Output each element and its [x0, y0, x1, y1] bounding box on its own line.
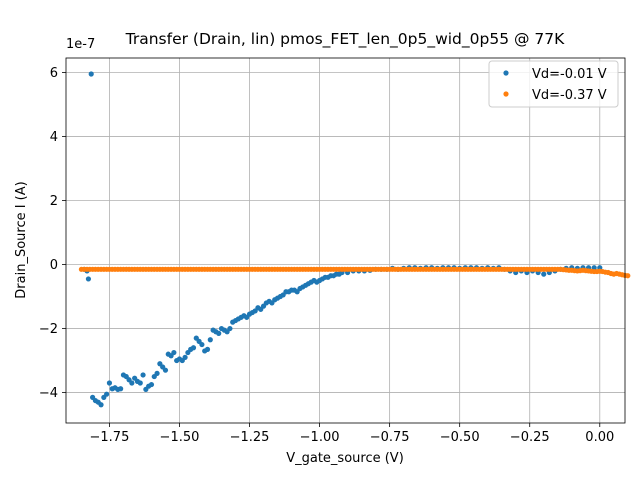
y-tick-label: 6: [50, 66, 58, 81]
y-tick-label: 4: [50, 130, 58, 145]
data-point: [541, 271, 547, 277]
data-point: [85, 276, 92, 282]
axes-frame: [65, 57, 626, 424]
x-tick-label: −0.25: [510, 430, 550, 445]
x-tick-label: −1.25: [230, 430, 270, 445]
x-tick-label: −1.75: [90, 430, 130, 445]
y-axis-offset-label: 1e-7: [66, 37, 95, 52]
data-point: [106, 380, 113, 386]
series-layer: [78, 71, 631, 408]
data-point: [137, 380, 143, 386]
data-point: [98, 402, 104, 408]
series-2-points: [78, 266, 631, 279]
y-tick-label: 2: [50, 194, 58, 209]
x-axis-title: V_gate_source (V): [286, 451, 404, 466]
x-tick-label: 0.00: [585, 430, 614, 445]
x-tick-label: −0.50: [440, 430, 480, 445]
data-point: [216, 330, 222, 336]
x-axis-ticks: −1.75 −1.50 −1.25 −1.00 −0.75 −0.50 −0.25 0.00: [90, 423, 614, 445]
data-point: [129, 380, 135, 386]
data-point: [207, 337, 213, 343]
data-point: [162, 367, 169, 373]
data-point: [199, 341, 205, 348]
legend-box: [488, 60, 619, 108]
y-tick-label: 0: [50, 258, 58, 273]
y-tick-label: −2: [39, 322, 58, 337]
data-point: [171, 349, 177, 356]
data-point: [118, 386, 124, 392]
chart-title: Transfer (Drain, lin) pmos_FET_len_0p5_w…: [125, 30, 565, 49]
data-point: [227, 325, 233, 332]
data-point: [140, 372, 146, 378]
data-point: [154, 370, 160, 376]
data-point: [104, 391, 110, 397]
legend-marker-series-2: [503, 91, 509, 97]
legend-marker-series-1: [503, 70, 509, 76]
data-point: [182, 354, 188, 360]
data-point: [625, 273, 631, 279]
plot-area: −1.75 −1.50 −1.25 −1.00 −0.75 −0.50 −0.25 0.00 …: [39, 57, 631, 445]
data-point: [190, 345, 197, 351]
x-tick-label: −0.75: [370, 430, 410, 445]
data-point: [204, 346, 211, 352]
data-point: [148, 381, 155, 388]
legend-label-series-2: Vd=-0.37 V: [532, 88, 607, 103]
y-axis-title: Drain_Source I (A): [14, 181, 29, 298]
x-tick-label: −1.00: [300, 430, 340, 445]
data-point: [591, 265, 597, 271]
y-tick-label: −4: [39, 386, 58, 401]
legend-label-series-1: Vd=-0.01 V: [532, 67, 607, 82]
x-tick-label: −1.50: [160, 430, 200, 445]
y-axis-ticks: −4 −2 0 2 4 6: [39, 66, 66, 401]
legend: Vd=-0.01 V Vd=-0.37 V: [488, 60, 619, 108]
data-point: [88, 71, 94, 77]
grid-lines: [66, 58, 625, 423]
